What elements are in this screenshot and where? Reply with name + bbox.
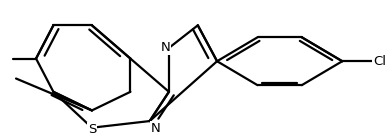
Text: Cl: Cl [373, 55, 386, 68]
Text: N: N [151, 122, 160, 135]
Text: S: S [88, 123, 96, 136]
Text: N: N [161, 41, 171, 54]
